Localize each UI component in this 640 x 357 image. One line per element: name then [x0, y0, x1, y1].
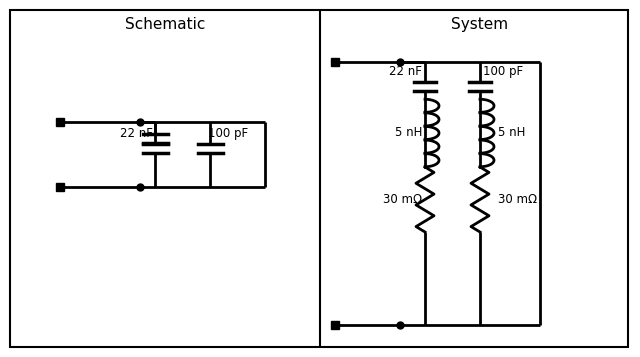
Text: 22 nF: 22 nF — [120, 127, 153, 140]
Text: Schematic: Schematic — [125, 17, 205, 32]
Text: 100 pF: 100 pF — [483, 65, 523, 78]
Text: System: System — [451, 17, 509, 32]
Text: 30 mΩ: 30 mΩ — [498, 193, 537, 206]
Text: 5 nH: 5 nH — [498, 126, 525, 140]
Text: 30 mΩ: 30 mΩ — [383, 193, 422, 206]
Text: 5 nH: 5 nH — [395, 126, 422, 140]
Text: 22 nF: 22 nF — [389, 65, 422, 78]
Text: 100 pF: 100 pF — [208, 127, 248, 140]
